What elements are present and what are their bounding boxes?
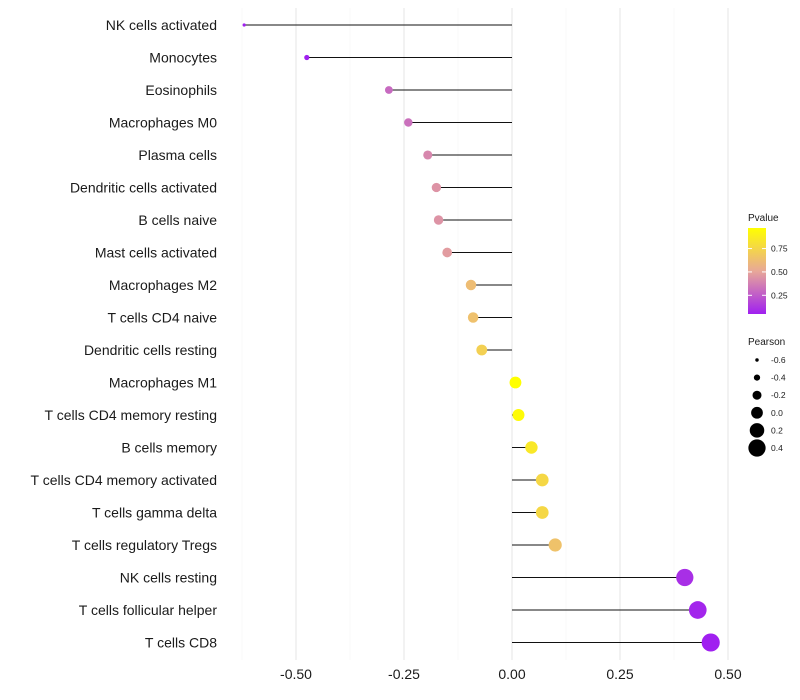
y-axis-label: B cells naive — [138, 212, 217, 228]
pearson-legend: Pearson -0.6 -0.4 -0.2 0.0 0.2 0.4 — [748, 337, 786, 457]
lollipop-point — [465, 279, 477, 291]
grid-lines — [241, 8, 729, 660]
x-tick-label: 0.50 — [714, 666, 741, 682]
y-axis-label: Dendritic cells resting — [84, 342, 217, 358]
lollipop-point — [304, 54, 310, 61]
y-axis-label: T cells CD8 — [145, 635, 217, 651]
size-legend-label: -0.6 — [771, 355, 786, 365]
lollipop-point — [423, 150, 433, 160]
lollipop-point — [384, 86, 393, 94]
y-axis-label: Plasma cells — [138, 147, 217, 163]
lollipop-point — [404, 118, 413, 127]
size-legend-dot — [748, 439, 766, 457]
x-tick-label: 0.00 — [498, 666, 525, 682]
lollipop-point — [688, 601, 707, 619]
size-legend-dot — [752, 390, 762, 400]
y-axis-label: Eosinophils — [145, 82, 217, 98]
size-legend-dot — [753, 374, 761, 381]
lollipop-point — [467, 312, 479, 323]
x-tick-label: -0.25 — [388, 666, 420, 682]
y-axis-label: T cells CD4 memory activated — [31, 472, 217, 488]
pearson-legend-title: Pearson — [748, 337, 785, 348]
x-tick-label: -0.50 — [280, 666, 312, 682]
y-axis-label: Monocytes — [149, 50, 217, 66]
lollipop-point — [701, 633, 720, 652]
pvalue-legend-title: Pvalue — [748, 213, 779, 224]
colorbar-tick-label: 0.50 — [771, 267, 788, 277]
lollipop-point — [676, 568, 694, 587]
colorbar-tick-label: 0.25 — [771, 290, 788, 300]
size-legend-label: -0.2 — [771, 390, 786, 400]
y-axis-label: T cells CD4 memory resting — [45, 407, 217, 423]
y-axis-label: Macrophages M1 — [109, 375, 217, 391]
lollipop-points — [242, 23, 720, 652]
y-axis-labels: NK cells activated Monocytes Eosinophils Ma… — [31, 17, 218, 651]
lollipop-point — [535, 473, 549, 487]
size-legend-dot — [749, 423, 765, 438]
y-axis-label: T cells regulatory Tregs — [72, 537, 217, 553]
size-legend-dot — [751, 406, 763, 419]
lollipop-point — [431, 182, 442, 193]
y-axis-label: NK cells resting — [120, 570, 217, 586]
size-legend-label: 0.4 — [771, 443, 783, 453]
y-axis-label: Macrophages M2 — [109, 277, 217, 293]
y-axis-label: T cells CD4 naive — [108, 310, 218, 326]
y-axis-label: Macrophages M0 — [109, 115, 217, 131]
lollipop-point — [535, 506, 549, 519]
pvalue-colorbar — [748, 228, 766, 314]
lollipop-point — [509, 376, 522, 389]
lollipop-point — [442, 247, 453, 258]
y-axis-label: NK cells activated — [106, 17, 217, 33]
y-axis-label: T cells gamma delta — [92, 505, 217, 521]
y-axis-label: Dendritic cells activated — [70, 180, 217, 196]
lollipop-point — [242, 23, 246, 27]
x-axis-tick-labels: -0.50 -0.25 0.00 0.25 0.50 — [280, 666, 742, 682]
size-legend-label: 0.0 — [771, 408, 783, 418]
lollipop-point — [525, 441, 538, 454]
size-legend-label: 0.2 — [771, 425, 783, 435]
lollipop-point — [433, 215, 444, 225]
lollipop-point — [476, 344, 488, 356]
y-axis-label: Mast cells activated — [95, 245, 217, 261]
pvalue-legend: Pvalue 0.25 0.50 0.75 — [748, 213, 788, 314]
size-legend-label: -0.4 — [771, 373, 786, 383]
y-axis-label: B cells memory — [121, 440, 217, 456]
x-tick-label: 0.25 — [606, 666, 633, 682]
y-axis-label: T cells follicular helper — [79, 602, 218, 618]
lollipop-stems — [244, 24, 711, 643]
size-legend-dot — [755, 358, 759, 362]
lollipop-point — [512, 409, 525, 421]
lollipop-point — [548, 538, 562, 552]
colorbar-tick-label: 0.75 — [771, 244, 788, 254]
